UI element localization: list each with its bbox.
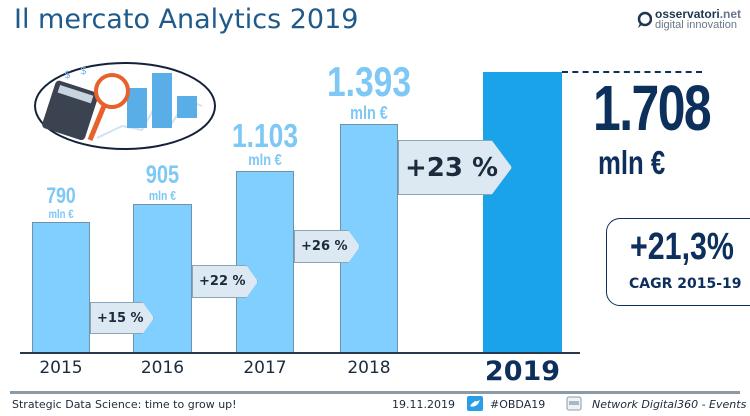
svg-text:$: $	[64, 68, 71, 81]
highlight-unit: mln €	[598, 144, 666, 181]
speech-bubble-icon	[637, 11, 652, 28]
unit-label: mln €	[48, 207, 74, 222]
value-label: 1.103	[231, 117, 299, 155]
year-label: 2017	[243, 358, 287, 378]
twitter-icon	[467, 396, 483, 411]
footer-date: 19.11.2019	[392, 398, 455, 411]
logo-domain: .net	[719, 7, 742, 21]
highlight-value: 1.708	[593, 72, 712, 144]
footer-event-title: Strategic Data Science: time to grow up!	[12, 398, 237, 411]
svg-text:$: $	[80, 64, 87, 77]
dashed-guide-line	[562, 71, 702, 73]
year-label: 2019	[484, 356, 561, 387]
growth-arrow: +22 %	[192, 265, 258, 298]
growth-arrow: +15 %	[90, 302, 154, 334]
value-label: 1.393	[326, 57, 412, 105]
year-label: 2016	[140, 358, 185, 378]
cagr-box	[606, 218, 750, 306]
growth-arrow: +23 %	[398, 140, 512, 195]
x-axis-line	[20, 352, 580, 354]
year-label: 2015	[39, 358, 83, 378]
cagr-value: +21,3%	[630, 226, 734, 268]
unit-label: mln €	[350, 102, 388, 123]
footer-divider	[10, 391, 740, 394]
bar-2019	[483, 72, 562, 352]
osservatori-logo: osservatori.net digital innovation	[636, 8, 741, 31]
footer-network: Network Digital360 - Events	[592, 398, 747, 411]
unit-label: mln €	[148, 187, 177, 203]
logo-brand: osservatori	[655, 7, 720, 21]
page-title: Il mercato Analytics 2019	[14, 4, 359, 35]
value-label: 905	[145, 160, 180, 189]
cagr-label: CAGR 2015-19	[629, 276, 742, 292]
logo-tagline: digital innovation	[655, 19, 737, 31]
analytics-clipart-icon: $ $	[34, 62, 216, 150]
footer-hashtag: #OBDA19	[490, 398, 546, 411]
network-logo-icon	[566, 396, 582, 411]
bar-2017	[236, 171, 294, 352]
value-label: 790	[46, 183, 76, 209]
year-label: 2018	[347, 358, 391, 378]
bar-2015	[32, 222, 90, 352]
unit-label: mln €	[248, 152, 282, 170]
growth-arrow: +26 %	[294, 230, 360, 263]
